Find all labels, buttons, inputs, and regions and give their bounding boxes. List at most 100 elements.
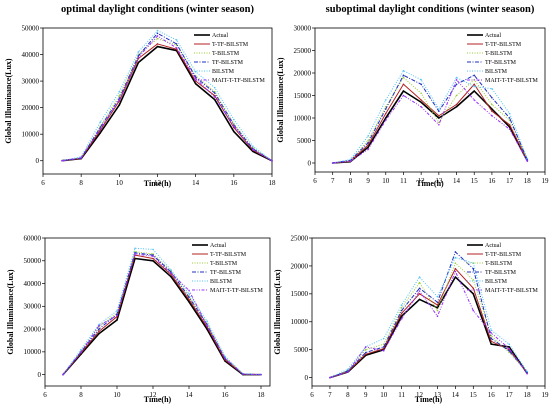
x-tick-label: 13	[434, 391, 442, 399]
data-point-t_tf_bilstm	[170, 273, 172, 276]
data-point-bilstm	[175, 39, 178, 41]
x-tick-label: 16	[488, 391, 496, 399]
x-axis-label: Time(h)	[415, 395, 443, 404]
data-point-actual	[152, 259, 154, 262]
data-point-actual	[188, 300, 190, 303]
data-point-t_tf_bilstm	[194, 80, 197, 82]
series-line-mait	[62, 35, 273, 162]
y-tick-label: 10000	[22, 131, 40, 139]
x-tick-label: 18	[258, 391, 266, 399]
data-point-mait	[472, 309, 475, 312]
data-point-actual	[194, 82, 197, 85]
data-point-tf_bilstm	[98, 328, 100, 330]
data-point-t_bilstm	[418, 281, 421, 284]
data-point-actual	[156, 45, 159, 48]
y-tick-label: 10000	[24, 348, 42, 356]
data-point-t_bilstm	[382, 343, 385, 345]
data-point-actual	[418, 298, 421, 301]
data-point-tf_bilstm	[402, 74, 405, 77]
data-point-tf_bilstm	[134, 252, 136, 254]
data-point-actual	[400, 315, 403, 317]
data-point-t_bilstm	[438, 121, 440, 124]
legend-label-t_tf_bilstm: T-TF-BILSTM	[212, 42, 249, 48]
series-line-bilstm	[62, 247, 262, 376]
y-tick-label: 20000	[22, 104, 40, 112]
data-point-t_tf_bilstm	[418, 293, 421, 295]
data-point-tf_bilstm	[490, 337, 493, 340]
data-point-actual	[116, 319, 118, 321]
x-tick-label: 6	[310, 391, 314, 399]
data-point-actual	[436, 307, 439, 309]
legend-label-actual: Actual	[210, 243, 226, 249]
data-point-t_tf_bilstm	[490, 340, 493, 343]
x-tick-label: 8	[79, 179, 83, 187]
series-line-tf_bilstm	[329, 251, 528, 379]
y-tick-label: 15000	[291, 290, 309, 298]
data-point-t_bilstm	[402, 76, 405, 79]
data-point-t_bilstm	[134, 250, 136, 253]
series-line-bilstm	[332, 70, 528, 164]
y-tick-label: 25000	[291, 234, 309, 242]
data-point-t_tf_bilstm	[156, 43, 159, 45]
data-point-t_tf_bilstm	[98, 330, 100, 333]
x-tick-label: 9	[364, 391, 368, 399]
data-point-actual	[98, 332, 100, 335]
x-tick-label: 18	[524, 391, 532, 399]
x-tick-label: 14	[452, 391, 460, 399]
y-axis-label: Global Illuminance(Lux)	[4, 58, 13, 143]
series-line-t_bilstm	[62, 251, 262, 376]
data-point-t_bilstm	[454, 262, 457, 264]
y-tick-label: 10000	[294, 114, 312, 122]
data-point-t_tf_bilstm	[508, 123, 511, 126]
y-axis-label: Global Illuminance(Lux)	[6, 269, 15, 354]
legend-label-bilstm: BILSTM	[485, 69, 508, 75]
data-point-mait	[62, 373, 64, 376]
data-point-bilstm	[116, 310, 118, 312]
legend-label-bilstm: BILSTM	[212, 69, 235, 75]
legend-label-t_tf_bilstm: T-TF-BILSTM	[485, 252, 522, 258]
x-tick-label: 10	[380, 391, 388, 399]
y-tick-label: 30000	[24, 303, 42, 311]
x-tick-label: 19	[542, 177, 550, 185]
x-tick-label: 15	[470, 391, 478, 399]
data-point-tf_bilstm	[473, 74, 476, 77]
data-point-tf_bilstm	[152, 254, 154, 256]
data-point-t_tf_bilstm	[152, 257, 154, 260]
x-tick-label: 14	[192, 179, 200, 187]
x-tick-label: 13	[435, 177, 443, 185]
data-point-bilstm	[233, 118, 235, 121]
x-tick-label: 10	[382, 177, 390, 185]
data-point-mait	[508, 347, 510, 350]
legend-label-tf_bilstm: TF-BILSTM	[212, 60, 244, 66]
x-axis-label: Time(h)	[144, 395, 172, 404]
legend-label-t_bilstm: T-BILSTM	[210, 261, 238, 267]
data-point-t_bilstm	[384, 105, 387, 108]
legend-label-bilstm: BILSTM	[485, 279, 508, 285]
data-point-tf_bilstm	[364, 351, 367, 354]
data-point-t_bilstm	[175, 44, 178, 47]
data-point-bilstm	[526, 157, 529, 160]
x-tick-label: 11	[400, 177, 407, 185]
data-point-t_tf_bilstm	[175, 48, 178, 51]
data-point-t_bilstm	[472, 279, 475, 281]
y-tick-label: 20000	[294, 69, 312, 77]
x-tick-label: 12	[154, 179, 162, 187]
data-point-t_tf_bilstm	[384, 112, 387, 115]
x-tick-label: 12	[416, 391, 424, 399]
legend-label-t_bilstm: T-BILSTM	[212, 51, 240, 57]
data-point-actual	[118, 104, 121, 106]
legend-label-t_tf_bilstm: T-TF-BILSTM	[210, 252, 247, 258]
chart-title: suboptimal daylight conditions (winter s…	[326, 4, 535, 15]
data-point-bilstm	[213, 86, 216, 89]
y-tick-label: 40000	[22, 51, 40, 59]
data-point-actual	[402, 90, 405, 92]
data-point-mait	[364, 346, 367, 348]
data-point-mait	[402, 94, 405, 97]
x-tick-label: 17	[506, 177, 514, 185]
series-line-t_bilstm	[332, 77, 528, 164]
data-point-actual	[206, 328, 208, 330]
data-point-t_tf_bilstm	[491, 110, 493, 113]
data-point-mait	[367, 148, 369, 151]
legend-label-t_tf_bilstm: T-TF-BILSTM	[485, 42, 522, 48]
data-point-mait	[260, 373, 262, 376]
